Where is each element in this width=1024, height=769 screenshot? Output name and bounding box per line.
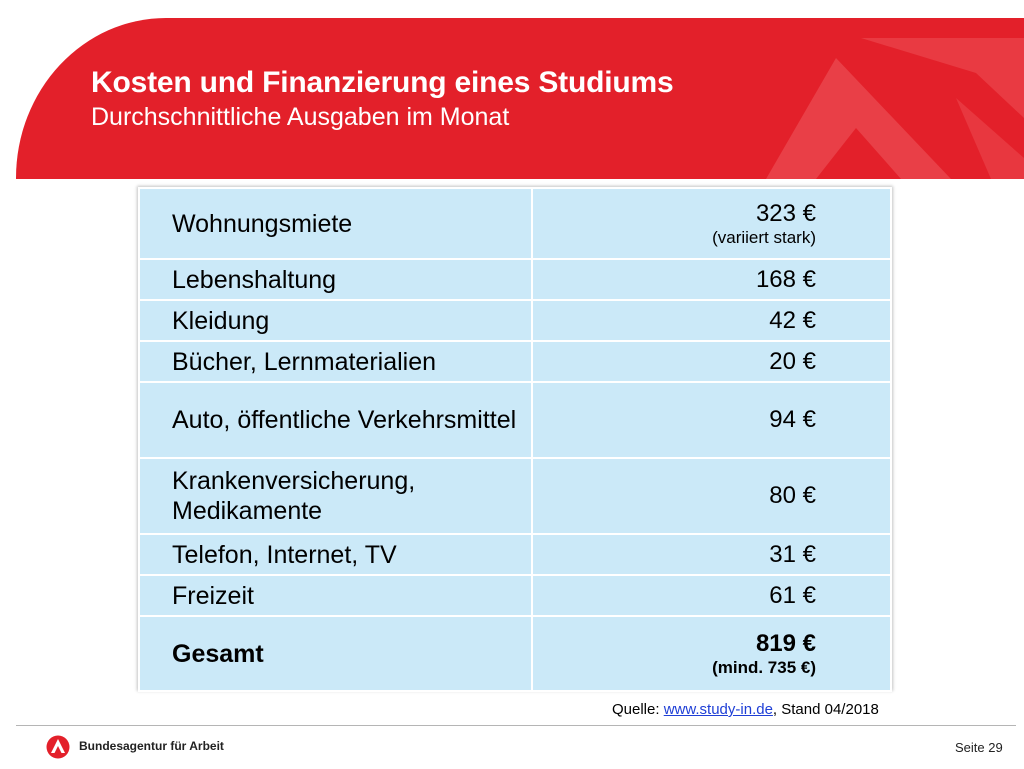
table-row: Freizeit 61 € [138,574,892,617]
total-label: Gesamt [138,615,533,692]
table-row: Bücher, Lernmaterialien 20 € [138,340,892,383]
table-row: Krankenversicherung, Medikamente 80 € [138,457,892,535]
brand-name: Bundesagentur für Arbeit [79,739,224,753]
row-amount: 31 € [531,533,892,576]
total-value: 819 € (mind. 735 €) [531,615,892,692]
row-label: Auto, öffentliche Verkehrsmittel [138,381,533,459]
decorative-a-watermark [766,38,1024,179]
table-row: Wohnungsmiete 323 € (variiert stark) [138,187,892,260]
table-row: Lebenshaltung 168 € [138,258,892,301]
cost-table: Wohnungsmiete 323 € (variiert stark) Leb… [138,187,892,692]
row-amount: 20 € [531,340,892,383]
header-banner [16,18,1024,179]
row-amount: 42 € [531,299,892,342]
table-row: Telefon, Internet, TV 31 € [138,533,892,576]
row-label: Telefon, Internet, TV [138,533,533,576]
row-label: Lebenshaltung [138,258,533,301]
row-amount: 168 € [531,258,892,301]
page-subtitle: Durchschnittliche Ausgaben im Monat [91,103,510,131]
footer-divider [16,725,1016,726]
total-note: (mind. 735 €) [712,657,816,677]
ba-logo-icon [46,735,70,759]
row-label: Bücher, Lernmaterialien [138,340,533,383]
table-row: Kleidung 42 € [138,299,892,342]
source-prefix: Quelle: [612,701,664,718]
row-label: Kleidung [138,299,533,342]
row-label: Wohnungsmiete [138,187,533,260]
row-value: 323 € (variiert stark) [531,187,892,260]
row-amount: 61 € [531,574,892,617]
page-title: Kosten und Finanzierung eines Studiums [91,66,674,99]
table-row: Auto, öffentliche Verkehrsmittel 94 € [138,381,892,459]
total-amount: 819 € [755,629,816,657]
row-amount: 323 € [755,199,816,227]
row-amount: 94 € [531,381,892,459]
source-note: Quelle: www.study-in.de, Stand 04/2018 [612,701,879,718]
source-suffix: , Stand 04/2018 [772,701,879,718]
page-number: Seite 29 [955,740,1003,755]
table-total-row: Gesamt 819 € (mind. 735 €) [138,615,892,692]
row-note: (variiert stark) [712,227,816,247]
row-label: Freizeit [138,574,533,617]
row-label: Krankenversicherung, Medikamente [138,457,533,535]
source-link[interactable]: www.study-in.de [663,701,773,718]
row-amount: 80 € [531,457,892,535]
